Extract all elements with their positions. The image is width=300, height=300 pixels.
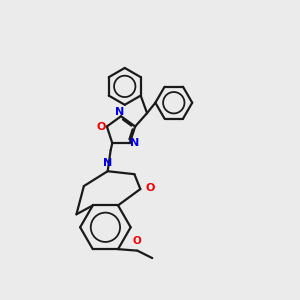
Text: O: O <box>146 183 155 193</box>
Text: O: O <box>97 122 106 131</box>
Text: N: N <box>130 138 140 148</box>
Text: N: N <box>103 158 112 168</box>
Text: O: O <box>132 236 141 247</box>
Text: N: N <box>115 107 124 117</box>
